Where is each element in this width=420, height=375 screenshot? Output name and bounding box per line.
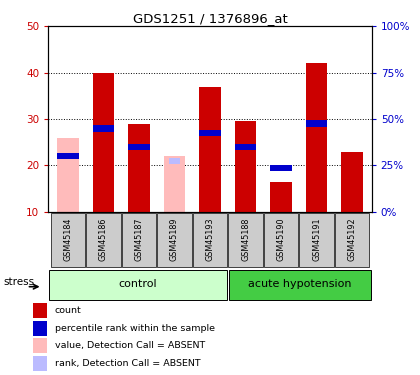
Bar	[57, 153, 79, 159]
Bar	[33, 356, 47, 370]
Bar	[50, 213, 85, 267]
Bar	[57, 138, 79, 212]
Bar	[306, 63, 327, 212]
Text: percentile rank within the sample: percentile rank within the sample	[55, 324, 215, 333]
Bar	[93, 73, 114, 212]
Text: control: control	[119, 279, 158, 290]
Bar	[33, 321, 47, 336]
Text: value, Detection Call = ABSENT: value, Detection Call = ABSENT	[55, 341, 205, 350]
Text: stress: stress	[4, 277, 35, 287]
Bar	[299, 213, 334, 267]
Text: GSM45188: GSM45188	[241, 217, 250, 261]
Bar	[235, 144, 256, 150]
Bar	[33, 338, 47, 353]
Text: rank, Detection Call = ABSENT: rank, Detection Call = ABSENT	[55, 359, 200, 368]
Bar	[228, 213, 263, 267]
Text: GSM45184: GSM45184	[63, 217, 72, 261]
Text: GSM45192: GSM45192	[348, 217, 357, 261]
Bar	[49, 270, 227, 300]
Bar	[33, 303, 47, 318]
Bar	[128, 144, 150, 150]
Bar	[341, 152, 363, 212]
Text: GSM45186: GSM45186	[99, 217, 108, 261]
Bar	[122, 213, 156, 267]
Bar	[200, 87, 221, 212]
Bar	[62, 153, 74, 159]
Bar	[164, 156, 185, 212]
Bar	[228, 270, 371, 300]
Text: acute hypotension: acute hypotension	[248, 279, 352, 290]
Bar	[86, 213, 121, 267]
Bar	[270, 165, 292, 171]
Text: GSM45190: GSM45190	[277, 217, 286, 261]
Text: GSM45191: GSM45191	[312, 217, 321, 261]
Bar	[193, 213, 227, 267]
Bar	[200, 130, 221, 136]
Text: GSM45193: GSM45193	[205, 217, 215, 261]
Bar	[157, 213, 192, 267]
Bar	[306, 120, 327, 127]
Bar	[335, 213, 370, 267]
Bar	[168, 158, 180, 164]
Bar	[93, 125, 114, 132]
Title: GDS1251 / 1376896_at: GDS1251 / 1376896_at	[133, 12, 287, 25]
Bar	[264, 213, 298, 267]
Text: GSM45189: GSM45189	[170, 217, 179, 261]
Bar	[270, 182, 292, 212]
Bar	[128, 124, 150, 212]
Text: count: count	[55, 306, 81, 315]
Bar	[235, 122, 256, 212]
Text: GSM45187: GSM45187	[134, 217, 143, 261]
